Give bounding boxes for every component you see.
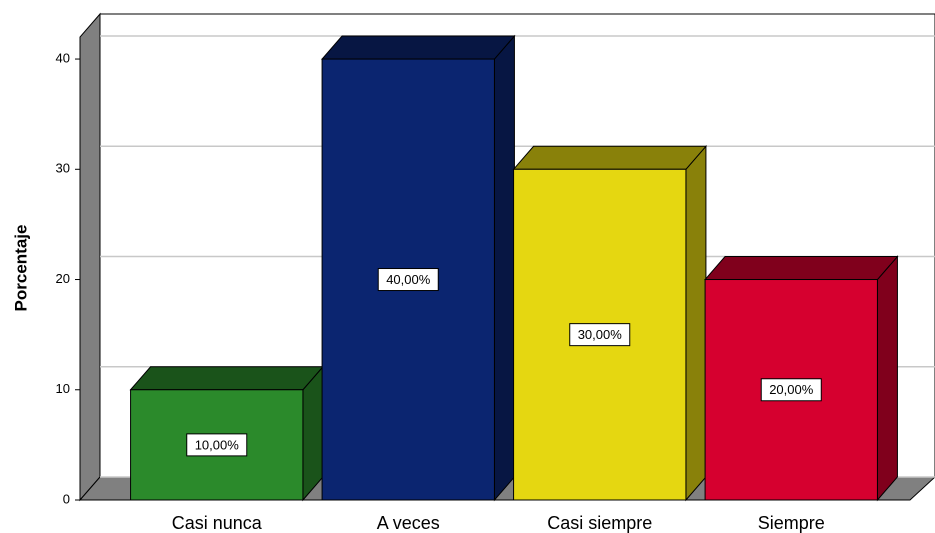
x-tick-label: Casi nunca [172,513,263,533]
x-tick-label: A veces [377,513,440,533]
bar-top [512,145,708,170]
x-tick-label: Casi siempre [547,513,652,533]
y-tick-label: 10 [56,381,70,396]
bar-side [876,255,898,502]
bar-side [493,34,515,502]
value-label: 10,00% [195,437,240,452]
value-label-box [569,323,631,347]
bar-top [129,366,325,391]
bar-side [685,144,707,502]
y-tick-label: 40 [56,50,70,65]
value-label-box [760,378,822,402]
value-label-box [377,268,439,292]
left-wall [79,12,101,502]
value-label: 20,00% [769,382,814,397]
bar-top [703,256,899,281]
y-tick-label: 30 [56,161,70,176]
value-label: 40,00% [386,272,431,287]
bar-top [320,35,516,60]
x-tick-label: Siempre [758,513,825,533]
y-tick-label: 0 [63,491,70,506]
value-label: 30,00% [578,327,623,342]
y-tick-label: 20 [56,271,70,286]
value-label-box [186,433,248,457]
y-axis-label: Porcentaje [11,225,30,312]
